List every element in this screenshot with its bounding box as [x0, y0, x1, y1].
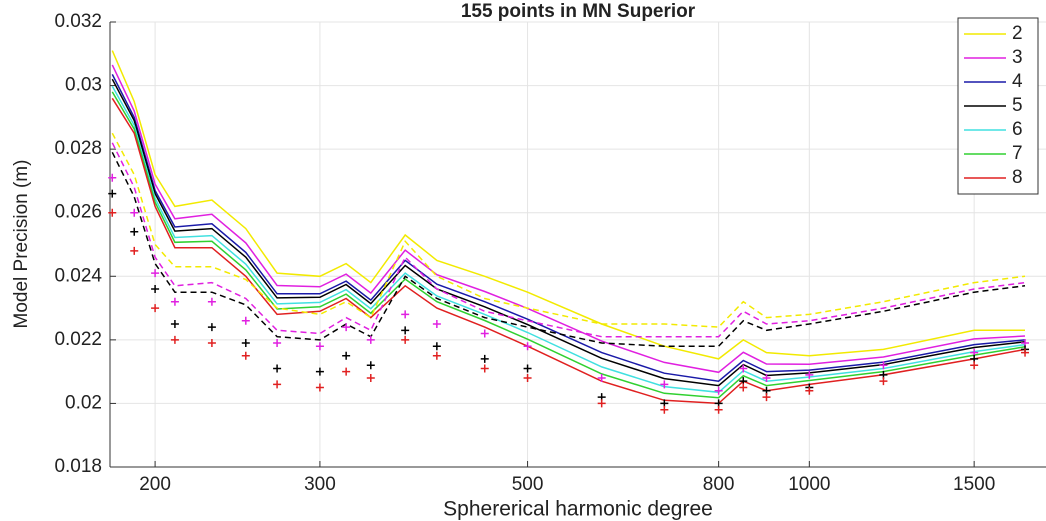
plus-marker [273, 380, 282, 389]
plus-marker [130, 227, 139, 236]
plus-marker [762, 374, 771, 382]
plus-marker [207, 297, 216, 306]
plus-marker [970, 361, 979, 370]
plus-marker [739, 364, 748, 373]
y-tick-label: 0.026 [54, 202, 102, 223]
plus-marker [480, 354, 489, 363]
plus-marker [879, 361, 888, 370]
plus-marker [108, 208, 117, 217]
plus-marker [597, 374, 606, 382]
legend-label: 8 [1012, 167, 1023, 188]
x-tick-label: 200 [139, 474, 171, 495]
y-tick-label: 0.022 [54, 329, 102, 350]
legend-label: 4 [1012, 71, 1023, 92]
plus-marker [241, 339, 250, 348]
plus-marker [714, 386, 723, 395]
plus-marker [879, 377, 888, 386]
y-tick-label: 0.032 [54, 11, 102, 32]
plus-marker [151, 285, 160, 293]
plus-marker [108, 189, 117, 198]
plus-marker [432, 351, 441, 360]
series-line [111, 142, 1026, 338]
plus-marker [432, 342, 441, 351]
plus-marker [401, 335, 410, 344]
series-line [111, 91, 1026, 399]
plus-marker [170, 319, 179, 328]
x-tick-label: 1000 [788, 474, 830, 495]
plus-marker [366, 374, 375, 382]
plus-marker [401, 326, 410, 335]
plus-marker [108, 173, 117, 182]
plus-marker [207, 323, 216, 332]
plus-marker [170, 297, 179, 306]
plus-marker [660, 405, 669, 414]
plus-marker [241, 351, 250, 360]
x-tick-label: 1500 [953, 474, 995, 495]
plus-marker [342, 367, 351, 376]
plus-marker [315, 383, 324, 392]
plus-marker [432, 319, 441, 328]
plus-marker [241, 316, 250, 325]
series-line [111, 64, 1026, 374]
plus-marker [597, 399, 606, 408]
plus-marker [523, 364, 532, 373]
plus-marker [151, 269, 160, 278]
series-line [111, 50, 1025, 360]
y-tick-label: 0.024 [54, 265, 102, 286]
plus-marker [151, 304, 160, 313]
x-axis-label: Sphererical harmonic degree [443, 498, 713, 521]
plus-marker [762, 393, 771, 402]
plus-marker [273, 364, 282, 373]
plus-marker [523, 342, 532, 351]
plus-marker [805, 386, 814, 395]
series-line [111, 97, 1026, 405]
plus-marker [130, 208, 139, 217]
plus-marker [130, 246, 139, 255]
plus-marker [660, 380, 669, 389]
y-axis-label: Model Precision (m) [11, 160, 32, 329]
legend-label: 7 [1012, 143, 1023, 164]
plus-marker [170, 335, 179, 344]
plus-marker [366, 361, 375, 370]
y-tick-label: 0.028 [54, 138, 102, 159]
plus-marker [273, 339, 282, 348]
x-tick-label: 800 [703, 474, 735, 495]
plus-marker [401, 310, 410, 319]
series-line [111, 85, 1026, 394]
plus-marker [342, 323, 351, 332]
series-line [111, 151, 1026, 347]
plus-marker [1021, 348, 1030, 357]
plus-marker [523, 374, 532, 382]
plus-marker [315, 367, 324, 376]
x-tick-label: 500 [512, 474, 544, 495]
plus-marker [714, 405, 723, 414]
plus-marker [739, 383, 748, 392]
series-line [111, 132, 1026, 328]
legend-label: 5 [1012, 95, 1023, 116]
x-tick-label: 300 [304, 474, 336, 495]
plus-marker [480, 364, 489, 373]
plus-marker [342, 351, 351, 360]
y-tick-label: 0.02 [65, 392, 102, 413]
plus-marker [207, 339, 216, 348]
series-line [111, 74, 1026, 382]
chart-title: 155 points in MN Superior [461, 1, 696, 22]
plus-marker [315, 342, 324, 351]
legend-label: 6 [1012, 119, 1023, 140]
legend-label: 3 [1012, 47, 1023, 68]
plus-marker [480, 329, 489, 338]
legend-label: 2 [1012, 23, 1023, 44]
y-tick-label: 0.018 [54, 456, 102, 477]
y-tick-label: 0.03 [65, 75, 102, 96]
plus-marker [805, 370, 814, 379]
plus-marker [366, 335, 375, 344]
